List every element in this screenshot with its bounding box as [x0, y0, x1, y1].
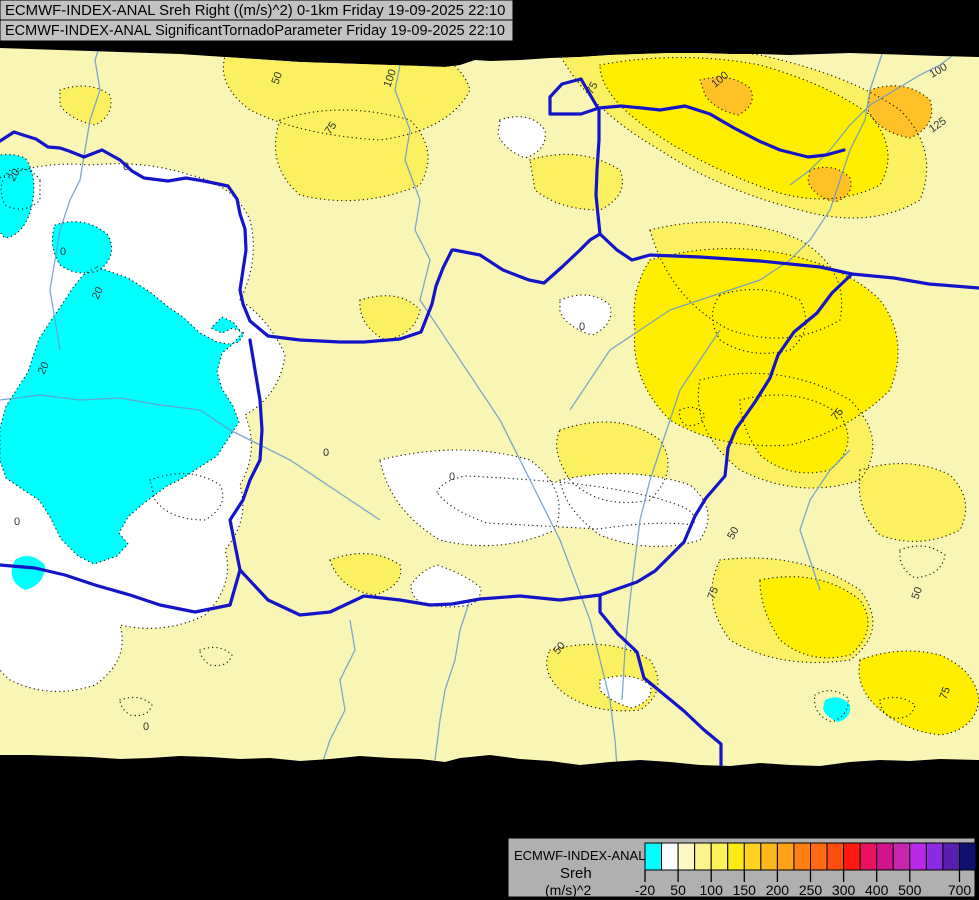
svg-text:0: 0: [449, 471, 455, 483]
svg-text:ECMWF-INDEX-ANAL Sreh Right ((: ECMWF-INDEX-ANAL Sreh Right ((m/s)^2) 0-…: [5, 3, 505, 19]
svg-text:(m/s)^2: (m/s)^2: [545, 882, 591, 898]
svg-text:Sreh: Sreh: [560, 865, 592, 882]
svg-text:700: 700: [948, 882, 972, 898]
svg-text:0: 0: [579, 321, 585, 333]
svg-text:0: 0: [60, 246, 66, 258]
svg-text:300: 300: [832, 882, 856, 898]
svg-text:150: 150: [733, 882, 757, 898]
svg-text:100: 100: [700, 882, 724, 898]
svg-text:250: 250: [799, 882, 823, 898]
svg-text:0: 0: [14, 516, 20, 528]
svg-text:ECMWF-INDEX-ANAL: ECMWF-INDEX-ANAL: [514, 848, 645, 863]
svg-text:-20: -20: [635, 882, 655, 898]
svg-text:50: 50: [670, 882, 686, 898]
svg-text:0: 0: [143, 721, 149, 733]
svg-text:500: 500: [898, 882, 922, 898]
svg-text:400: 400: [865, 882, 889, 898]
svg-text:0: 0: [323, 447, 329, 459]
svg-text:ECMWF-INDEX-ANAL SignificantTo: ECMWF-INDEX-ANAL SignificantTornadoParam…: [5, 23, 505, 39]
svg-text:200: 200: [766, 882, 790, 898]
